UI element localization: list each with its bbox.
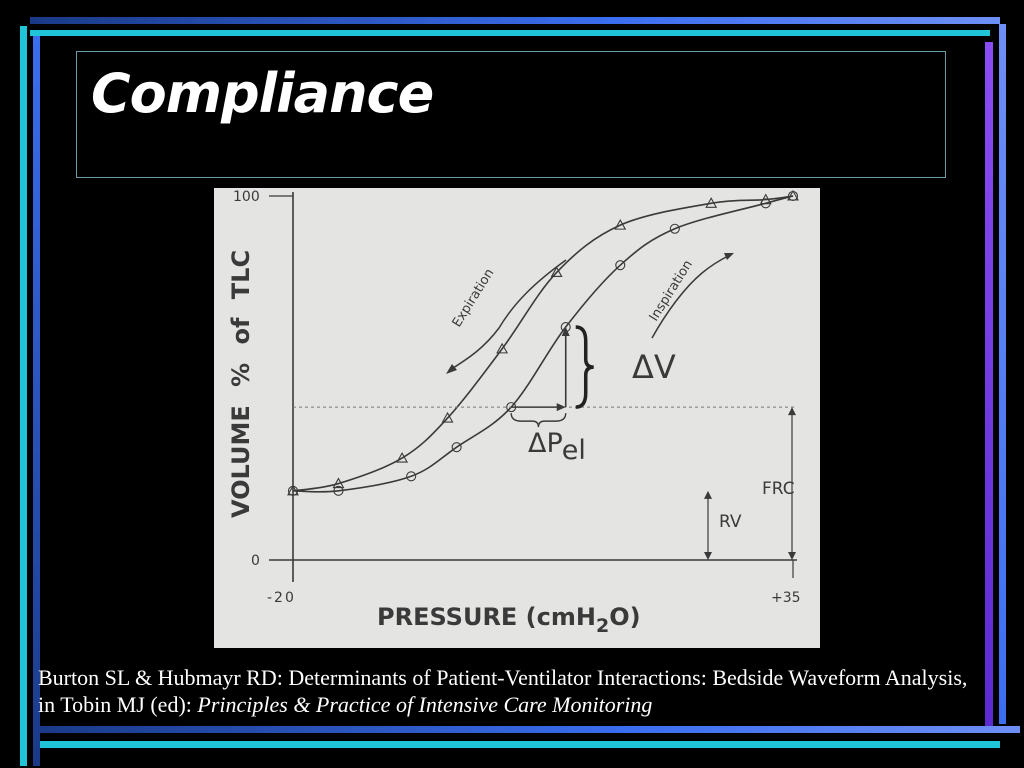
expiration-point-5 xyxy=(550,266,563,277)
x-axis-label: PRESSURE (cmH2O) xyxy=(377,603,641,637)
inspiration-point-6 xyxy=(615,260,626,271)
delta-p-brace xyxy=(510,413,567,428)
y-axis-label: VOLUME % of TLC xyxy=(227,250,255,518)
expiration-arrow xyxy=(449,259,567,371)
x-axis-label-main: PRESSURE (cmH xyxy=(377,603,596,631)
delta-v-brace xyxy=(575,325,594,409)
right-bar-purple xyxy=(985,42,993,732)
delta-v-label: ΔV xyxy=(632,348,676,386)
expiration-curve xyxy=(292,195,794,492)
expiration-arrowhead xyxy=(446,364,457,374)
x-axis-label-end: O) xyxy=(609,603,640,631)
rv-arrowhead-top xyxy=(704,490,712,499)
delta-p-label-subscript: el xyxy=(562,435,586,466)
pressure-volume-chart: 100 0 -20 +35 PRESSURE (cmH2O) VOLUME % of TL… xyxy=(227,189,801,637)
bottom-bar-blue xyxy=(38,726,1020,733)
inspiration-arrow xyxy=(651,254,731,339)
rv-label: RV xyxy=(719,512,742,532)
left-bar-cyan xyxy=(20,26,27,766)
expiration-point-7 xyxy=(705,197,718,208)
inspiration-point-2 xyxy=(406,471,417,482)
inspiration-point-3 xyxy=(451,442,462,453)
inspiration-point-7 xyxy=(669,223,680,234)
inspiration-label: Inspiration xyxy=(647,258,696,324)
expiration-point-2 xyxy=(396,451,409,463)
citation: Burton SL & Hubmayr RD: Determinants of … xyxy=(38,664,988,718)
title-box: Compliance xyxy=(76,51,946,178)
inspiration-arrowhead xyxy=(724,253,734,260)
slide-title: Compliance xyxy=(91,62,434,125)
bottom-bar-cyan xyxy=(40,741,1000,748)
top-bar-cyan xyxy=(30,30,990,36)
y-tick-label-100: 100 xyxy=(233,189,260,205)
x-axis-label-subscript: 2 xyxy=(596,615,609,637)
inspiration-point-1 xyxy=(333,485,344,496)
inspiration-curve xyxy=(292,195,794,493)
frc-label: FRC xyxy=(762,479,795,499)
frc-arrowhead-top xyxy=(788,407,796,416)
inspiration-point-8 xyxy=(760,198,771,209)
rv-arrowhead-bottom xyxy=(704,552,712,560)
delta-p-arrowhead xyxy=(556,403,566,412)
expiration-label: Expiration xyxy=(450,266,498,330)
delta-v-arrowhead xyxy=(561,327,570,337)
top-bar-blue xyxy=(30,17,1000,24)
right-bar-blue xyxy=(999,24,1006,724)
expiration-point-1 xyxy=(332,477,345,489)
y-tick-label-0: 0 xyxy=(251,553,260,569)
expiration-point-4 xyxy=(496,342,509,354)
citation-text: Burton SL & Hubmayr RD: Determinants of … xyxy=(38,665,968,717)
frc-arrowhead-bottom xyxy=(788,552,796,560)
delta-p-label-base: ΔP xyxy=(528,428,562,459)
inspiration-point-0 xyxy=(287,485,299,496)
left-bar-blue xyxy=(33,36,40,766)
inspiration-point-9 xyxy=(787,190,799,202)
citation-book-title: Principles & Practice of Intensive Care … xyxy=(197,692,653,717)
expiration-point-3 xyxy=(441,411,454,423)
compliance-figure: 100 0 -20 +35 PRESSURE (cmH2O) VOLUME % of TL… xyxy=(214,188,820,648)
expiration-point-6 xyxy=(614,218,627,230)
x-tick-label-max: +35 xyxy=(771,590,801,606)
delta-p-label: ΔPel xyxy=(528,428,586,466)
x-tick-label-min: -20 xyxy=(267,590,296,606)
